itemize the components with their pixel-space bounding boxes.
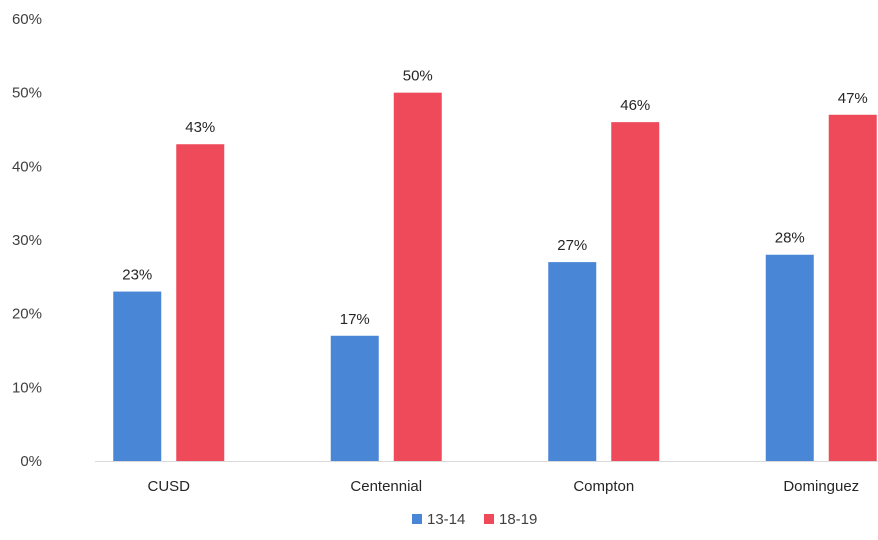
y-tick-label: 30%	[12, 232, 42, 249]
data-label: 47%	[838, 90, 868, 107]
x-tick-label: Dominguez	[783, 478, 859, 495]
bar-18-19-cusd	[176, 144, 225, 461]
data-label: 28%	[775, 230, 805, 247]
y-tick-label: 60%	[12, 11, 42, 28]
legend-label: 18-19	[499, 511, 537, 528]
y-tick-label: 40%	[12, 158, 42, 175]
bar-18-19-dominguez	[828, 114, 877, 462]
y-tick-label: 20%	[12, 306, 42, 323]
x-tick-label: Compton	[573, 478, 634, 495]
y-tick-label: 50%	[12, 85, 42, 102]
bar-13-14-centennial	[330, 335, 379, 461]
bar-18-19-centennial	[393, 92, 442, 462]
data-label: 17%	[340, 311, 370, 328]
legend-swatch-13-14	[412, 514, 422, 524]
y-tick-label: 10%	[12, 379, 42, 396]
bar-13-14-dominguez	[765, 254, 814, 461]
data-label: 50%	[403, 68, 433, 85]
legend-swatch-18-19	[484, 514, 494, 524]
data-label: 23%	[122, 267, 152, 284]
data-label: 27%	[557, 237, 587, 254]
y-tick-label: 0%	[20, 453, 42, 470]
data-label: 43%	[185, 119, 215, 136]
x-tick-label: CUSD	[147, 478, 190, 495]
bar-13-14-cusd	[113, 291, 162, 461]
bar-18-19-compton	[611, 122, 660, 461]
bar-13-14-compton	[548, 262, 597, 461]
x-tick-label: Centennial	[350, 478, 422, 495]
legend-label: 13-14	[427, 511, 465, 528]
data-label: 46%	[620, 97, 650, 114]
